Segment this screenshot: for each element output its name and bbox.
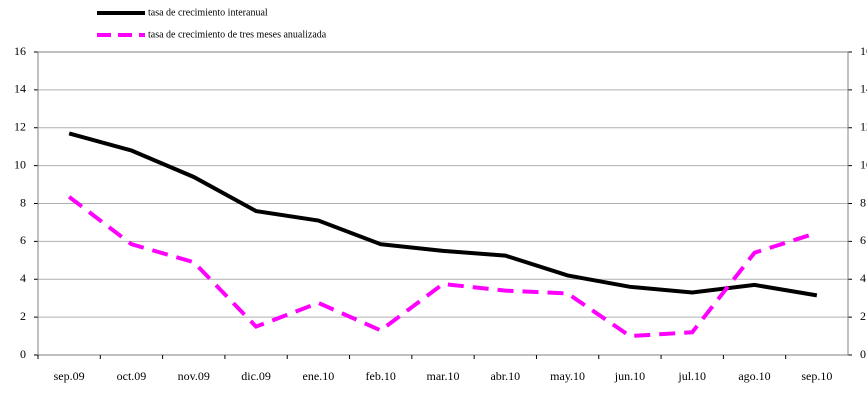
data-line bbox=[67, 195, 818, 339]
y-tick-label: 0 bbox=[20, 347, 26, 361]
legend-label: tasa de crecimiento de tres meses anuali… bbox=[148, 29, 327, 40]
y-tick-label: 4 bbox=[20, 271, 26, 285]
y-tick-label: 14 bbox=[14, 82, 26, 96]
y-tick-label: 8 bbox=[20, 195, 26, 209]
x-tick-label: ene.10 bbox=[303, 369, 335, 383]
y2-tick-label: 14 bbox=[860, 82, 867, 96]
y2-tick-label: 8 bbox=[860, 195, 866, 209]
x-tick-label: feb.10 bbox=[366, 369, 396, 383]
x-tick-label: sep.09 bbox=[54, 369, 85, 383]
y-tick-label: 6 bbox=[20, 233, 26, 247]
x-tick-label: jul.10 bbox=[677, 369, 706, 383]
x-tick-label: may.10 bbox=[550, 369, 585, 383]
y2-tick-label: 0 bbox=[860, 347, 866, 361]
x-tick-label: oct.09 bbox=[117, 369, 147, 383]
x-tick-label: dic.09 bbox=[241, 369, 271, 383]
y2-tick-label: 6 bbox=[860, 233, 866, 247]
plot-frame bbox=[37, 51, 849, 356]
x-tick-label: abr.10 bbox=[490, 369, 520, 383]
x-tick-label: ago.10 bbox=[738, 369, 770, 383]
x-tick-label: jun.10 bbox=[614, 369, 645, 383]
y2-tick-label: 10 bbox=[860, 157, 867, 171]
y2-tick-label: 4 bbox=[860, 271, 866, 285]
y2-tick-label: 12 bbox=[860, 120, 867, 134]
data-line bbox=[68, 131, 818, 298]
y-tick-label: 12 bbox=[14, 120, 26, 134]
legend-label: tasa de crecimiento interanual bbox=[148, 7, 268, 18]
x-tick-label: mar.10 bbox=[427, 369, 460, 383]
y-tick-label: 16 bbox=[14, 44, 26, 58]
x-tick-label: sep.10 bbox=[801, 369, 832, 383]
y-tick-label: 10 bbox=[14, 157, 26, 171]
x-tick-label: nov.09 bbox=[178, 369, 210, 383]
y2-tick-label: 2 bbox=[860, 309, 866, 323]
y2-tick-label: 16 bbox=[860, 44, 867, 58]
y-tick-label: 2 bbox=[20, 309, 26, 323]
